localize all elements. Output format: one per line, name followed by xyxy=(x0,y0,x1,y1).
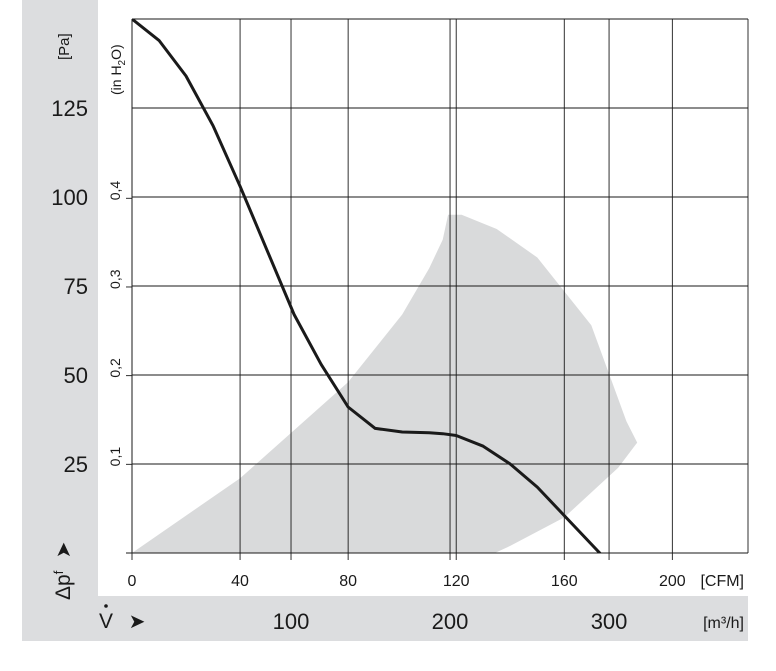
y-unit-inh2o-prefix: (in H xyxy=(108,65,124,95)
x-tick-label-m3h: 100 xyxy=(273,609,310,634)
x-tick-label-cfm: 0 xyxy=(128,573,137,590)
x-axis-symbol-dot xyxy=(104,604,108,608)
pressure-curve xyxy=(132,19,602,553)
x-tick-label-cfm: 160 xyxy=(551,573,578,590)
x-tick-label-cfm: 200 xyxy=(659,573,686,590)
y-axis-symbol: Δpf xyxy=(51,570,75,600)
x-tick-label-m3h: 200 xyxy=(432,609,469,634)
curve-layer xyxy=(132,19,602,553)
y-tick-label-pa: 50 xyxy=(64,363,88,388)
x-unit-m3h-label: [m³/h] xyxy=(703,615,744,632)
y-tick-label-pa: 125 xyxy=(51,96,88,121)
y-tick-label-inh2o: 0,4 xyxy=(107,181,123,201)
x-unit-cfm-label: [CFM] xyxy=(700,573,744,590)
x-tick-label-cfm: 120 xyxy=(443,573,470,590)
x-axis-symbol: V xyxy=(99,610,113,633)
operating-region-layer xyxy=(132,214,638,553)
y-unit-inh2o-label: (in H2O) xyxy=(108,44,128,95)
y-tick-label-pa: 75 xyxy=(64,274,88,299)
y-tick-label-pa: 100 xyxy=(51,185,88,210)
y-unit-inh2o-suffix: O) xyxy=(108,44,124,60)
y-tick-label-pa: 25 xyxy=(64,452,88,477)
grid-layer xyxy=(126,18,749,560)
y-tick-label-inh2o: 0,2 xyxy=(107,358,123,378)
y-axis-arrow: ➤ xyxy=(51,542,75,559)
x-axis-arrow: ➤ xyxy=(129,609,146,633)
x-axis-band xyxy=(22,596,748,641)
y-tick-label-inh2o: 0,3 xyxy=(107,269,123,289)
y-tick-label-inh2o: 0,1 xyxy=(107,447,123,467)
y-unit-pa-label: [Pa] xyxy=(56,33,73,60)
y-axis-symbol-main: Δp xyxy=(52,574,75,600)
y-axis-symbol-sub: f xyxy=(51,570,66,574)
y-axis-band xyxy=(22,0,98,641)
tick-label-layer: 0 40 80 120 160 200 100 200 300 25 50 75 100 125 0,1 0,… xyxy=(51,96,686,634)
operating-region xyxy=(132,214,638,553)
x-tick-label-cfm: 40 xyxy=(231,573,249,590)
x-tick-label-m3h: 300 xyxy=(591,609,628,634)
x-tick-label-cfm: 80 xyxy=(339,573,357,590)
y-unit-inh2o-sub: 2 xyxy=(117,59,128,65)
